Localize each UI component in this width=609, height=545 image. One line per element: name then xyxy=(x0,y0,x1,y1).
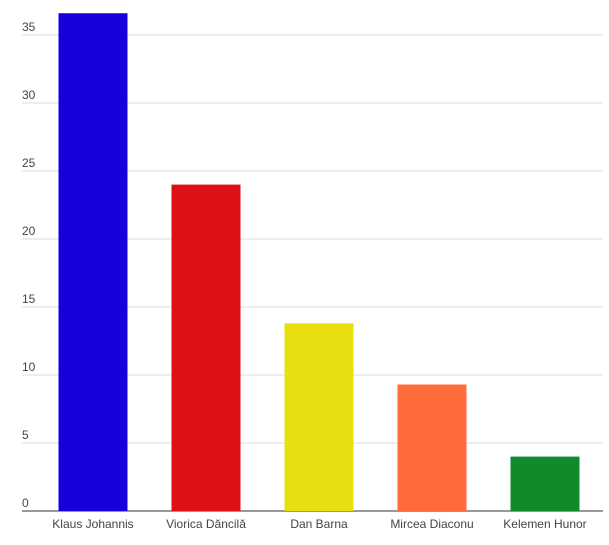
y-tick-label: 20 xyxy=(22,224,36,238)
bar xyxy=(284,323,354,511)
y-tick-label: 30 xyxy=(22,88,36,102)
y-tick-label: 25 xyxy=(22,156,36,170)
x-tick-label: Klaus Johannis xyxy=(52,517,133,531)
bar xyxy=(397,384,467,511)
y-tick-label: 10 xyxy=(22,360,36,374)
y-tick-label: 0 xyxy=(22,496,29,510)
y-tick-label: 15 xyxy=(22,292,36,306)
y-tick-label: 35 xyxy=(22,20,36,34)
bar xyxy=(58,13,128,512)
x-tick-label: Mircea Diaconu xyxy=(390,517,473,531)
bar xyxy=(510,456,580,511)
bar xyxy=(171,184,241,511)
x-tick-label: Viorica Dăncilă xyxy=(166,517,246,531)
y-tick-label: 5 xyxy=(22,428,29,442)
x-tick-label: Kelemen Hunor xyxy=(503,517,586,531)
x-tick-label: Dan Barna xyxy=(290,517,348,531)
